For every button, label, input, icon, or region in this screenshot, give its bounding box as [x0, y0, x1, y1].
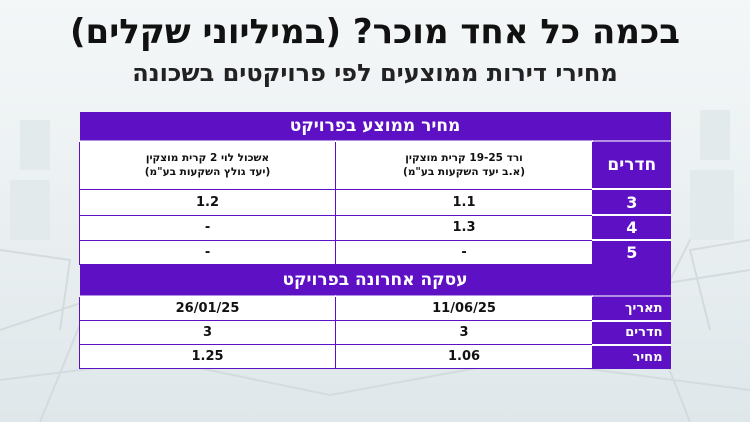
page-subtitle: מחירי דירות ממוצעים לפי פרויקטים בשכונה — [132, 59, 618, 87]
table-row: תאריך 11/06/25 26/01/25 — [78, 295, 671, 321]
table-row: מחיר 1.06 1.25 — [78, 343, 671, 369]
project2-name: אשכול לוי 2 קרית מוצקין — [145, 152, 270, 165]
price-table: מחיר ממוצע בפרויקט חדרים ורד 19-25 קרית … — [78, 112, 671, 369]
project1-last-deal-date: 11/06/25 — [335, 295, 594, 321]
rooms-cell: 4 — [592, 214, 671, 240]
project2-avg-price: - — [78, 239, 337, 265]
project1-avg-price: 1.1 — [335, 188, 594, 216]
project2-last-deal-price: 1.25 — [78, 344, 337, 369]
table-row: 3 1.1 1.2 — [78, 188, 671, 216]
project1-name: ורד 19-25 קרית מוצקין — [405, 152, 523, 165]
table-row: חדרים 3 3 — [78, 319, 671, 345]
project1-last-deal-price: 1.06 — [335, 344, 594, 369]
last-deal-rooms-label: חדרים — [592, 319, 671, 345]
project1-header: ורד 19-25 קרית מוצקין (א.ב יעד השקעות בע… — [335, 140, 594, 190]
project2-avg-price: - — [78, 214, 337, 241]
table-row: 4 1.3 - — [78, 214, 671, 241]
page-title: בכמה כל אחד מוכר? (במיליוני שקלים) — [70, 12, 680, 52]
project2-last-deal-rooms: 3 — [78, 320, 337, 345]
last-deal-price-label: מחיר — [592, 343, 671, 369]
project1-developer: (א.ב יעד השקעות בע"מ) — [403, 166, 526, 179]
section-average-price-header: מחיר ממוצע בפרויקט — [79, 112, 671, 142]
project1-last-deal-rooms: 3 — [335, 320, 594, 345]
project2-avg-price: 1.2 — [78, 188, 337, 216]
project1-avg-price: - — [335, 239, 594, 265]
rooms-column-header: חדרים — [592, 141, 671, 189]
last-deal-date-label: תאריך — [592, 295, 671, 321]
rooms-cell: 5 — [592, 239, 671, 264]
project2-last-deal-date: 26/01/25 — [78, 295, 337, 321]
project2-header: אשכול לוי 2 קרית מוצקין (יעד גולץ השקעות… — [78, 140, 337, 190]
table-row: 5 - - — [78, 239, 671, 265]
project2-developer: (יעד גולץ השקעות בע"מ) — [144, 166, 271, 179]
section-last-deal-header: עסקה אחרונה בפרויקט — [79, 264, 671, 297]
rooms-cell: 3 — [592, 188, 671, 215]
project1-avg-price: 1.3 — [335, 214, 594, 241]
